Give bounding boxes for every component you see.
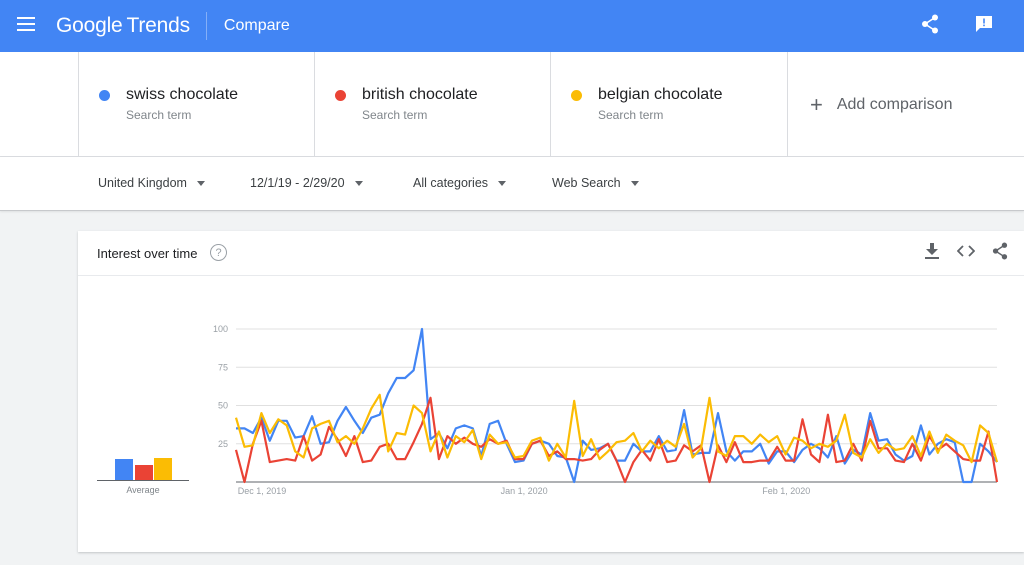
series-line-belgian-chocolate[interactable] bbox=[234, 393, 999, 464]
search-property-value: Web Search bbox=[552, 176, 621, 190]
series-color-dot bbox=[335, 90, 346, 101]
category-value: All categories bbox=[413, 176, 489, 190]
term-type: Search term bbox=[126, 108, 192, 122]
term-type: Search term bbox=[598, 108, 664, 122]
term-british-chocolate[interactable]: british chocolate Search term bbox=[314, 52, 550, 157]
interest-line-chart[interactable]: 100 75 50 25 Dec 1, 2019 Jan 1, 2020 Feb 1, 20… bbox=[78, 231, 1024, 552]
y-tick-label: 100 bbox=[213, 324, 228, 334]
comparison-terms-bar: swiss chocolate Search term british choc… bbox=[0, 52, 1024, 157]
add-comparison-label: Add comparison bbox=[836, 95, 953, 113]
header-divider bbox=[205, 12, 207, 40]
y-tick-label: 75 bbox=[218, 362, 228, 372]
add-comparison-button[interactable]: + Add comparison bbox=[787, 52, 1024, 157]
main-menu-button[interactable] bbox=[0, 0, 52, 52]
share-icon bbox=[992, 242, 1008, 265]
search-property-dropdown[interactable]: Web Search bbox=[552, 176, 639, 190]
dropdown-arrow-icon bbox=[498, 180, 507, 186]
average-bars bbox=[97, 426, 189, 481]
y-tick-label: 25 bbox=[218, 439, 228, 449]
filter-bar: United Kingdom 12/1/19 - 2/29/20 All cat… bbox=[0, 157, 1024, 211]
region-dropdown[interactable]: United Kingdom bbox=[98, 176, 205, 190]
series-color-dot bbox=[99, 90, 110, 101]
term-type: Search term bbox=[362, 108, 428, 122]
term-swiss-chocolate[interactable]: swiss chocolate Search term bbox=[78, 52, 314, 157]
hamburger-menu-icon bbox=[17, 16, 35, 36]
series-line-british-chocolate[interactable] bbox=[234, 396, 999, 484]
x-tick-label: Jan 1, 2020 bbox=[501, 486, 548, 496]
app-bar: Google Trends Compare bbox=[0, 0, 1024, 52]
date-range-value: 12/1/19 - 2/29/20 bbox=[250, 176, 345, 190]
term-name: swiss chocolate bbox=[126, 86, 239, 103]
brand-google: Google bbox=[56, 14, 123, 37]
x-tick-label: Feb 1, 2020 bbox=[762, 486, 810, 496]
embed-button[interactable] bbox=[956, 243, 976, 263]
date-range-dropdown[interactable]: 12/1/19 - 2/29/20 bbox=[250, 176, 363, 190]
brand-trends: Trends bbox=[126, 14, 191, 37]
page-title: Compare bbox=[223, 17, 290, 34]
category-dropdown[interactable]: All categories bbox=[413, 176, 507, 190]
card-header: Interest over time ? bbox=[78, 231, 1024, 276]
share-icon bbox=[921, 14, 939, 39]
x-tick-label: Dec 1, 2019 bbox=[238, 486, 287, 496]
dropdown-arrow-icon bbox=[630, 180, 639, 186]
term-name: british chocolate bbox=[362, 86, 478, 103]
interest-over-time-card: Interest over time ? Average bbox=[78, 231, 1024, 552]
average-bar bbox=[134, 464, 153, 480]
region-value: United Kingdom bbox=[98, 176, 187, 190]
average-bar bbox=[115, 459, 133, 480]
average-label: Average bbox=[126, 485, 160, 495]
share-chart-button[interactable] bbox=[990, 242, 1010, 265]
average-bar bbox=[154, 458, 172, 480]
google-trends-logo[interactable]: Google Trends bbox=[56, 14, 190, 38]
dropdown-arrow-icon bbox=[196, 180, 205, 186]
plus-icon: + bbox=[810, 91, 823, 117]
feedback-icon bbox=[975, 15, 993, 38]
term-belgian-chocolate[interactable]: belgian chocolate Search term bbox=[550, 52, 787, 157]
code-icon bbox=[956, 244, 976, 262]
share-button[interactable] bbox=[918, 14, 942, 38]
feedback-button[interactable] bbox=[972, 14, 996, 38]
series-color-dot bbox=[571, 90, 582, 101]
download-csv-button[interactable] bbox=[922, 242, 942, 264]
dropdown-arrow-icon bbox=[354, 180, 363, 186]
average-chart: Average bbox=[97, 426, 227, 496]
download-icon bbox=[925, 242, 939, 264]
card-title: Interest over time bbox=[97, 246, 198, 261]
term-name: belgian chocolate bbox=[598, 86, 723, 103]
help-icon[interactable]: ? bbox=[210, 244, 227, 261]
y-tick-label: 50 bbox=[218, 401, 228, 411]
